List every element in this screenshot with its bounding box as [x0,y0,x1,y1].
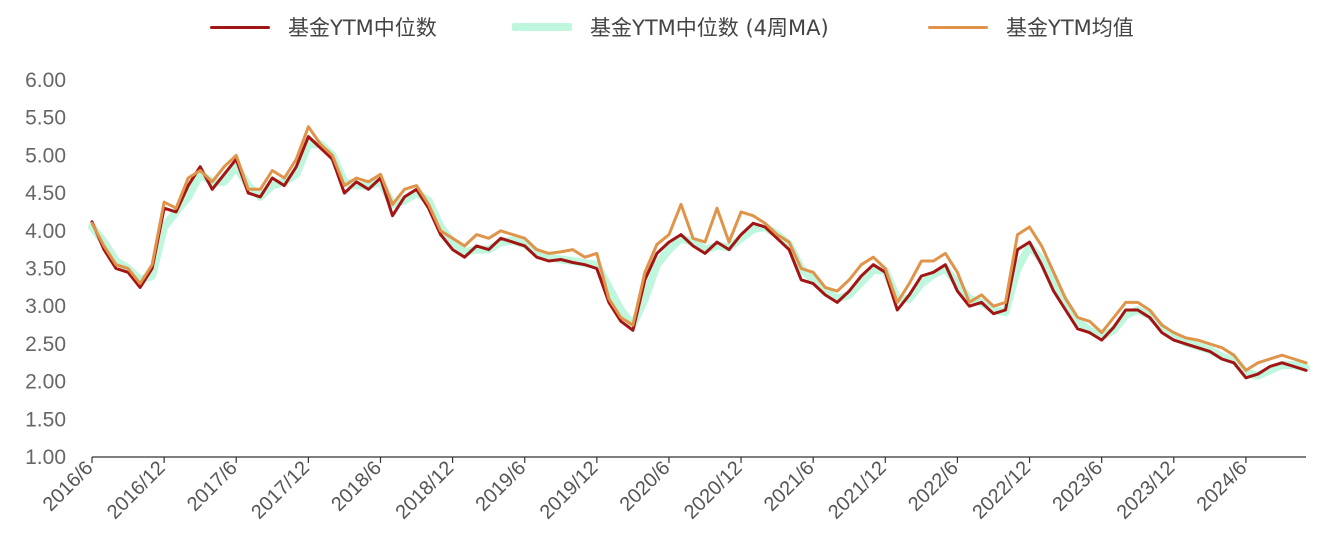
y-axis: 1.00 1.50 2.00 2.50 3.00 3.50 4.00 4.50 5.00 5.50… [25,69,66,469]
legend: 基金YTM中位数 基金YTM中位数 (4周MA) 基金YTM均值 [0,10,1320,44]
y-tick-label: 5.00 [25,144,66,167]
series-line-1 [88,140,1310,380]
series-line-2 [90,125,1308,372]
x-tick-label: 2017/12 [247,457,314,524]
x-tick-label: 2020/12 [680,457,747,524]
x-tick-label: 2018/12 [391,457,458,524]
x-tick-label: 2021/6 [760,457,819,516]
x-axis: 2016/6 2016/12 2017/6 2017/12 2018/6 2018/12 2… [39,456,1306,524]
y-tick-label: 1.50 [25,408,66,431]
x-tick-label: 2016/12 [103,457,170,524]
x-tick-label: 2022/6 [904,457,963,516]
y-tick-label: 1.00 [25,446,66,469]
x-tick-label: 2018/6 [327,457,386,516]
series-line-0 [90,135,1308,380]
y-tick-label: 3.00 [25,295,66,318]
legend-item-median: 基金YTM中位数 [210,10,437,44]
y-tick-label: 5.50 [25,107,66,130]
series-lines [88,125,1310,380]
x-tick-label: 2019/12 [536,457,603,524]
legend-swatch-median [210,25,270,29]
x-tick-label: 2017/6 [183,457,242,516]
x-tick-label: 2024/6 [1193,457,1252,516]
y-tick-label: 6.00 [25,69,66,92]
legend-swatch-mean [928,25,988,29]
x-tick-label: 2023/6 [1048,457,1107,516]
y-tick-label: 2.00 [25,371,66,394]
legend-item-mean: 基金YTM均值 [928,10,1134,44]
x-tick-label: 2022/12 [968,457,1035,524]
x-tick-label: 2019/6 [471,457,530,516]
y-tick-label: 4.50 [25,182,66,205]
x-tick-label: 2020/6 [616,457,675,516]
x-tick-label: 2023/12 [1113,457,1180,524]
legend-label-mean: 基金YTM均值 [1006,16,1134,40]
y-tick-label: 2.50 [25,333,66,356]
x-tick-label: 2021/12 [824,457,891,524]
y-tick-label: 3.50 [25,258,66,281]
legend-swatch-median-ma [512,23,572,31]
legend-label-median: 基金YTM中位数 [288,16,437,40]
legend-item-median-ma: 基金YTM中位数 (4周MA) [512,10,829,44]
legend-label-median-ma: 基金YTM中位数 (4周MA) [590,16,829,40]
y-tick-label: 4.00 [25,220,66,243]
